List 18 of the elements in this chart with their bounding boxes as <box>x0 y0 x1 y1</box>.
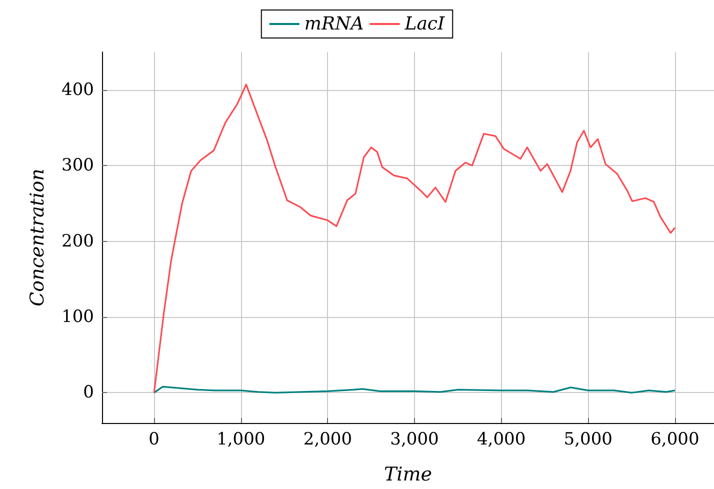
y-tick-label: 100 <box>62 307 94 327</box>
y-tick-label: 200 <box>62 231 94 252</box>
legend-label: LacI <box>404 14 446 34</box>
x-tick-label: 6,000 <box>650 430 700 450</box>
x-tick-label: 4,000 <box>476 430 526 450</box>
x-tick-label: 5,000 <box>564 430 612 450</box>
line-series <box>153 386 676 394</box>
x-axis-title: Time <box>384 464 432 486</box>
x-tick-label: 3,000 <box>390 430 439 450</box>
line-series <box>153 84 676 394</box>
y-tick-label: 300 <box>62 156 94 176</box>
x-tick-label: 2,000 <box>303 430 352 450</box>
x-tick-label: 1,000 <box>216 430 266 450</box>
y-tick-label: 0 <box>83 382 94 403</box>
legend-label: mRNA <box>304 14 364 34</box>
y-tick-label: 400 <box>62 80 94 100</box>
x-tick-label: 0 <box>148 430 160 450</box>
y-axis-title: Concentration <box>26 168 48 306</box>
